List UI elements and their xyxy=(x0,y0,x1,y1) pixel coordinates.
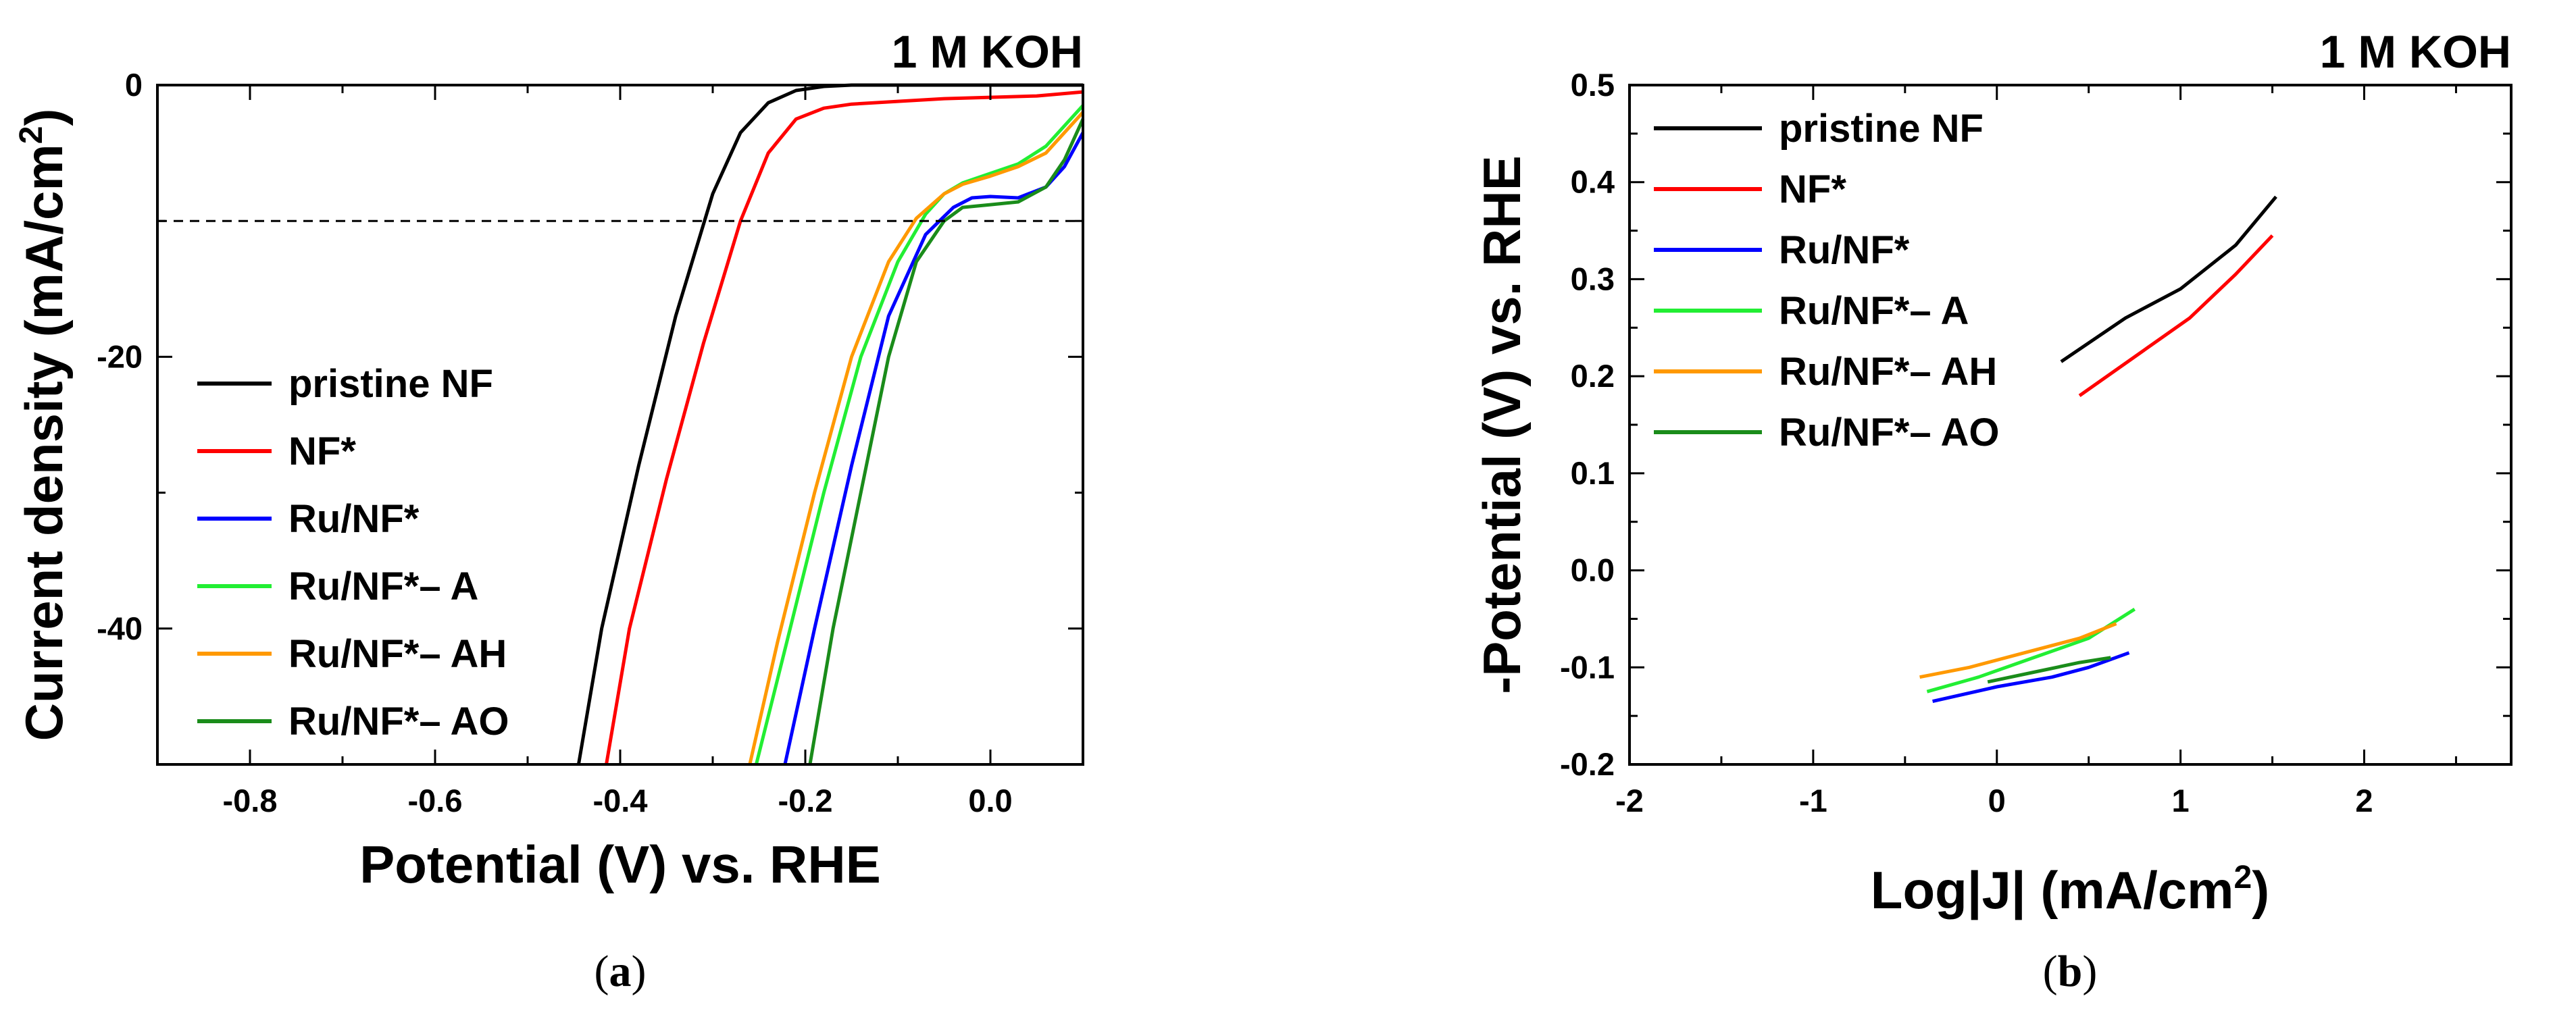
panel-b-legend: pristine NF NF* Ru/NF* Ru/NF*– A Ru/NF*– AH R… xyxy=(1654,107,2000,454)
panel-a-legend: pristine NF NF* Ru/NF* Ru/NF*– A Ru/NF*– AH R… xyxy=(197,362,509,743)
panel-a-y-tick-label: -20 xyxy=(97,338,143,374)
panel-b-y-tick-label: -0.1 xyxy=(1560,649,1615,685)
panel-a-x-tick-label: -0.8 xyxy=(223,783,278,818)
panel-b-series-pristine-nf xyxy=(2060,195,2277,363)
panel-a-condition-label: 1 M KOH xyxy=(892,26,1083,78)
panel-b-series-ru-nf-ao xyxy=(1987,656,2111,684)
panel-a-chart: -0.8 -0.6 -0.4 -0.2 0.0 0 -20 -40 1 M KOH Pote… xyxy=(14,26,1085,894)
panel-a-y-tick-label: 0 xyxy=(125,67,143,103)
panel-a-caption-letter: a xyxy=(609,947,632,996)
panel-b-x-axis-title-main: Log|J| (mA/cm xyxy=(1871,860,2234,920)
panel-b-legend-label-nf: NF* xyxy=(1779,167,1846,211)
panel-a-x-ticks: -0.8 -0.6 -0.4 -0.2 0.0 xyxy=(156,85,1084,818)
panel-b-y-tick-label: 0.1 xyxy=(1571,455,1615,491)
panel-b-y-tick-label: 0.5 xyxy=(1571,67,1615,103)
panel-b-legend-label-ru-nf-ah: Ru/NF*– AH xyxy=(1779,350,1997,394)
panel-a-x-tick-label: 0.0 xyxy=(968,783,1012,818)
panel-b-x-axis-title-close: ) xyxy=(2252,860,2269,920)
panel-b-chart: -2 -1 0 1 2 -0.2 -0.1 0.0 0.1 0.2 0.3 0.4 0.5 1 M K… xyxy=(1472,26,2512,920)
panel-b-series-ru-nf-ah xyxy=(1919,622,2117,679)
panel-a-legend-label-ru-nf-a: Ru/NF*– A xyxy=(288,565,478,608)
panel-a-x-tick-label: -0.2 xyxy=(778,783,833,818)
panel-a-legend-label-ru-nf-ao: Ru/NF*– AO xyxy=(288,700,509,743)
panel-b-legend-label-ru-nf-ao: Ru/NF*– AO xyxy=(1779,411,2000,454)
panel-a-y-axis-title-main: Current density (mA/cm xyxy=(14,144,74,741)
panel-b-caption-letter: b xyxy=(2058,947,2083,996)
panel-b-y-tick-label: 0.0 xyxy=(1571,552,1615,588)
panel-b-y-tick-label: 0.4 xyxy=(1571,164,1615,200)
panel-a-caption: (a) xyxy=(595,947,647,996)
panel-a-y-axis-title: Current density (mA/cm2) xyxy=(14,109,74,741)
panel-a-y-ticks: 0 -20 -40 xyxy=(97,67,1083,766)
panel-b-series-ru-nf xyxy=(1932,651,2130,704)
panel-b-x-tick-label: 2 xyxy=(2355,783,2373,818)
panel-a-y-tick-label: -40 xyxy=(97,610,143,646)
panel-b-x-tick-label: -1 xyxy=(1799,783,1827,818)
panel-b-x-axis-title-sup: 2 xyxy=(2234,860,2252,895)
panel-a-series-group xyxy=(576,83,1085,765)
panel-a-x-tick-label: -0.4 xyxy=(593,783,648,818)
panel-b-legend-label-pristine-nf: pristine NF xyxy=(1779,107,1984,151)
panel-a-series-nf xyxy=(605,90,1084,765)
panel-a-series-ru-nf xyxy=(783,132,1085,765)
panel-b-y-tick-label: -0.2 xyxy=(1560,746,1615,782)
panel-b-y-axis-title: -Potential (V) vs. RHE xyxy=(1472,155,1532,694)
panel-a-y-axis-title-sup: 2 xyxy=(14,126,49,145)
panel-b-series-nf xyxy=(2078,234,2274,397)
panel-a-x-tick-label: -0.6 xyxy=(408,783,463,818)
panel-b-x-tick-label: -2 xyxy=(1615,783,1644,818)
panel-a-legend-label-ru-nf: Ru/NF* xyxy=(288,497,420,541)
panel-b-y-tick-label: 0.2 xyxy=(1571,358,1615,394)
panel-b-x-ticks: -2 -1 0 1 2 xyxy=(1615,85,2457,818)
panel-b-x-tick-label: 1 xyxy=(2172,783,2190,818)
panel-a-series-ru-nf-ah xyxy=(748,111,1084,765)
panel-b-condition-label: 1 M KOH xyxy=(2320,26,2511,78)
panel-b-y-ticks: -0.2 -0.1 0.0 0.1 0.2 0.3 0.4 0.5 xyxy=(1560,67,2511,782)
panel-a-legend-label-ru-nf-ah: Ru/NF*– AH xyxy=(288,632,507,676)
panel-b-legend-label-ru-nf-a: Ru/NF*– A xyxy=(1779,289,1969,333)
panel-a-series-pristine-nf xyxy=(576,83,1083,765)
panel-a-legend-label-pristine-nf: pristine NF xyxy=(288,362,493,406)
panel-a-x-axis-title: Potential (V) vs. RHE xyxy=(359,835,880,894)
panel-b-x-axis-title: Log|J| (mA/cm2) xyxy=(1871,860,2269,920)
panel-b-legend-label-ru-nf: Ru/NF* xyxy=(1779,228,1910,272)
panel-b-series-group xyxy=(1919,195,2277,704)
panel-b-x-tick-label: 0 xyxy=(1988,783,2006,818)
panel-b-plot-frame xyxy=(1628,84,2512,766)
panel-b-caption: (b) xyxy=(2043,947,2098,996)
panel-b-y-tick-label: 0.3 xyxy=(1571,261,1615,296)
panel-a-y-axis-title-close: ) xyxy=(14,109,74,126)
panel-a-series-ru-nf-ao xyxy=(808,118,1085,765)
panel-a-legend-label-nf: NF* xyxy=(288,429,356,473)
